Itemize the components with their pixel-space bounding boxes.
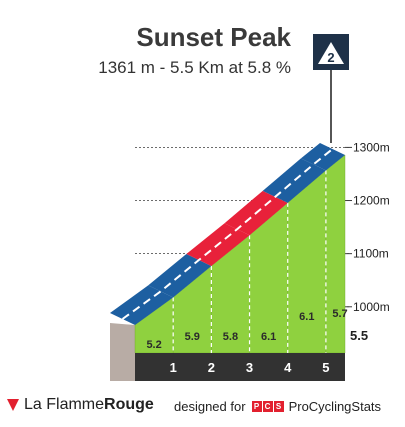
pcs-name: ProCyclingStats — [288, 399, 382, 414]
km-label: 4 — [284, 360, 292, 375]
profile-top-band — [300, 143, 345, 171]
km-band — [135, 353, 345, 381]
km-label: 1 — [170, 360, 177, 375]
km-label: 3 — [246, 360, 253, 375]
profile-segment-face — [325, 154, 346, 354]
profile-dashed-centerline — [121, 148, 334, 320]
y-tick-label: 1100m — [353, 247, 389, 261]
credit-line[interactable]: designed for P C S ProCyclingStats — [174, 399, 381, 414]
brand-name: La FlammeRouge — [24, 396, 154, 414]
km-label: 2 — [208, 360, 215, 375]
y-tick-label: 1200m — [353, 194, 390, 208]
gradient-label: 5.7 — [332, 308, 347, 320]
category-badge: 2 — [313, 34, 349, 143]
pcs-logo-letter: S — [273, 401, 284, 412]
climb-title: Sunset Peak — [136, 22, 291, 52]
profile-left-wall — [110, 323, 135, 381]
credit-text: designed for — [174, 399, 246, 414]
y-tick-label: 1300m — [353, 140, 390, 154]
gradient-label: 5.2 — [146, 339, 161, 351]
profile-front-face — [134, 154, 346, 381]
grid-lines — [135, 146, 352, 308]
footer: La FlammeRouge designed for P C S ProCyc… — [0, 396, 405, 427]
profile-top-band — [262, 158, 326, 203]
climb-subtitle: 1361 m - 5.5 Km at 5.8 % — [98, 58, 291, 77]
flamme-rouge-triangle-icon — [7, 399, 19, 411]
pcs-logo-icon: P C S — [251, 401, 285, 412]
gradient-label: 6.1 — [299, 311, 314, 323]
gradient-label: 5.9 — [185, 331, 200, 343]
pcs-logo-letter: P — [251, 401, 262, 412]
brand-name-light: La Flamme — [24, 396, 105, 413]
brand-logo[interactable]: La FlammeRouge — [6, 396, 154, 414]
gradient-label: 5.8 — [223, 331, 238, 343]
pcs-logo-letter: C — [262, 401, 273, 412]
gradient-label: 6.1 — [261, 331, 276, 343]
km-end-label: 5.5 — [350, 328, 368, 343]
profile-top-band — [110, 285, 174, 325]
km-label: 5 — [322, 360, 329, 375]
y-tick-label: 1000m — [353, 300, 390, 314]
profile-side-wall — [110, 323, 135, 381]
mountain-category-icon — [318, 42, 344, 64]
profile-labels: 1000m 1100m 1200m 1300m 5.2 5.9 5.8 6.1 6.1 5.7 1 2… — [146, 140, 389, 375]
category-badge-label: 2 — [327, 50, 334, 65]
profile-top-bands — [110, 143, 345, 325]
brand-name-bold: Rouge — [104, 396, 154, 413]
